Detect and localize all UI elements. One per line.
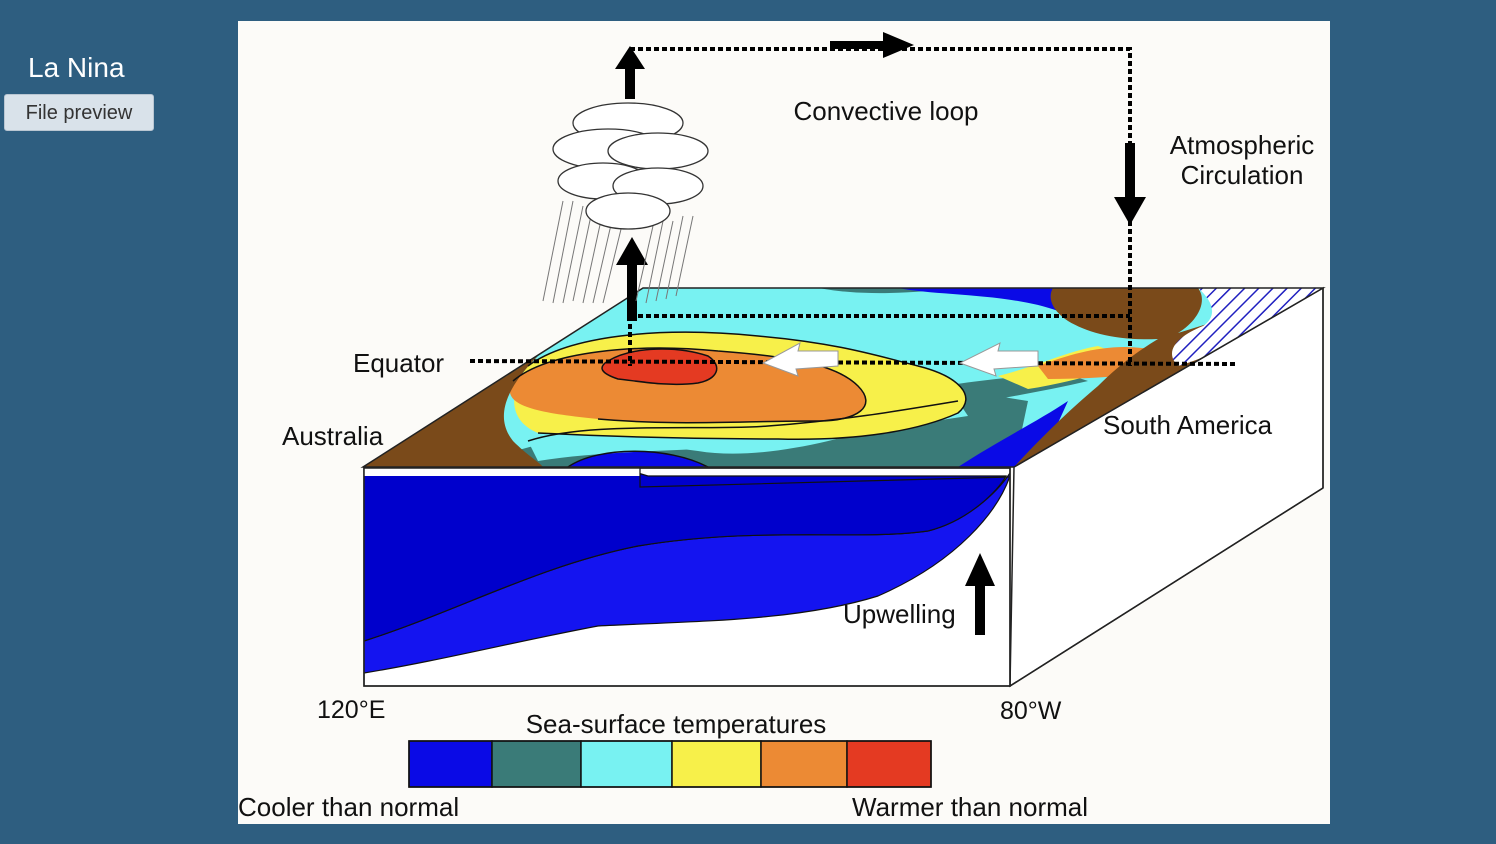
loop-arrow-up-top <box>615 46 645 99</box>
south-america-label: South America <box>1103 410 1273 440</box>
deep-cold-water <box>364 472 1008 642</box>
la-nina-diagram: Convective loop Atmospheric Circulation … <box>238 21 1330 824</box>
convective-loop-label: Convective loop <box>794 96 979 126</box>
longitude-east-label: 80°W <box>1000 697 1062 725</box>
loop-arrow-right <box>830 32 914 58</box>
legend-swatches <box>408 740 932 788</box>
trade-wind-arrow-west <box>761 342 839 377</box>
legend-title: Sea-surface temperatures <box>526 709 827 739</box>
surface-gap <box>364 468 640 476</box>
loop-arrow-up-rising <box>616 237 648 321</box>
longitude-west-label: 120°E <box>317 696 385 724</box>
sst-blue-north <box>898 288 1075 311</box>
rain-streaks <box>542 200 694 304</box>
upwelling-arrow <box>965 553 995 635</box>
upwelling-label: Upwelling <box>843 599 956 629</box>
cross-section-outline <box>363 467 1011 687</box>
legend-swatch-6 <box>846 740 932 788</box>
legend-warm-label: Warmer than normal <box>852 792 1088 822</box>
legend-swatch-3 <box>580 740 673 788</box>
convective-loop <box>628 47 1132 366</box>
rain-cloud <box>542 102 709 304</box>
legend-swatch-4 <box>671 740 762 788</box>
atmospheric-label-line1: Atmospheric <box>1170 130 1315 160</box>
legend-border <box>408 740 932 788</box>
atmospheric-label-line2: Circulation <box>1181 160 1304 190</box>
legend-swatch-1 <box>408 740 493 788</box>
cross-section-layers <box>364 468 1010 674</box>
file-preview-button[interactable]: File preview <box>4 94 154 131</box>
equator-label: Equator <box>353 348 444 378</box>
legend-swatch-5 <box>760 740 848 788</box>
legend-swatch-2 <box>491 740 582 788</box>
sst-contours <box>512 331 967 467</box>
hatched-region <box>1172 288 1323 366</box>
page-title: La Nina <box>28 52 125 83</box>
australia-label: Australia <box>282 421 384 451</box>
surface-line <box>639 468 1010 488</box>
diagram-canvas: Convective loop Atmospheric Circulation … <box>238 32 1326 822</box>
legend-cool-label: Cooler than normal <box>238 792 459 822</box>
loop-arrow-down <box>1114 143 1146 225</box>
trade-wind-arrow-east <box>958 342 1039 377</box>
australia-land <box>363 356 543 467</box>
box-bottom-edge <box>1009 487 1324 687</box>
